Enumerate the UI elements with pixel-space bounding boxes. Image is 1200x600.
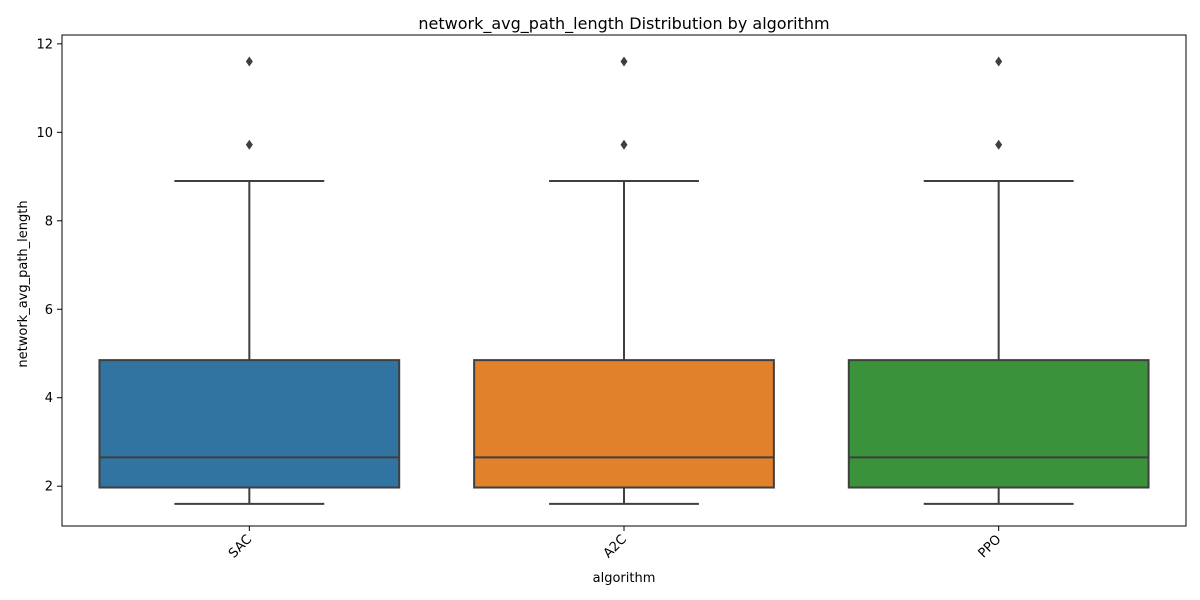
x-tick-label-a2c: A2C — [601, 532, 630, 561]
iqr-box — [473, 359, 775, 489]
box-sac — [98, 56, 401, 505]
outlier-point — [620, 56, 628, 67]
box-ppo — [847, 56, 1150, 505]
outlier-point — [995, 56, 1003, 67]
y-tick-label: 8 — [45, 214, 53, 229]
y-tick-label: 6 — [45, 303, 53, 318]
x-tick-label-ppo: PPO — [976, 532, 1005, 561]
outlier-point — [245, 56, 253, 67]
plot-area — [61, 34, 1187, 527]
y-tick-label: 4 — [45, 391, 53, 406]
iqr-box — [847, 359, 1150, 489]
box-a2c — [473, 56, 775, 505]
x-axis: SAC A2C PPO — [226, 526, 1005, 561]
y-tick-label: 12 — [36, 37, 53, 52]
y-tick-label: 10 — [36, 126, 53, 141]
chart-title: network_avg_path_length Distribution by … — [418, 14, 829, 34]
x-axis-label: algorithm — [593, 571, 656, 586]
outlier-point — [620, 139, 628, 150]
x-tick-label-sac: SAC — [226, 532, 255, 561]
y-axis-label: network_avg_path_length — [16, 200, 31, 367]
outlier-point — [995, 139, 1003, 150]
y-axis: 2 4 6 8 10 12 — [36, 37, 62, 495]
outlier-point — [245, 139, 253, 150]
iqr-box — [98, 359, 401, 489]
y-tick-label: 2 — [45, 480, 53, 495]
